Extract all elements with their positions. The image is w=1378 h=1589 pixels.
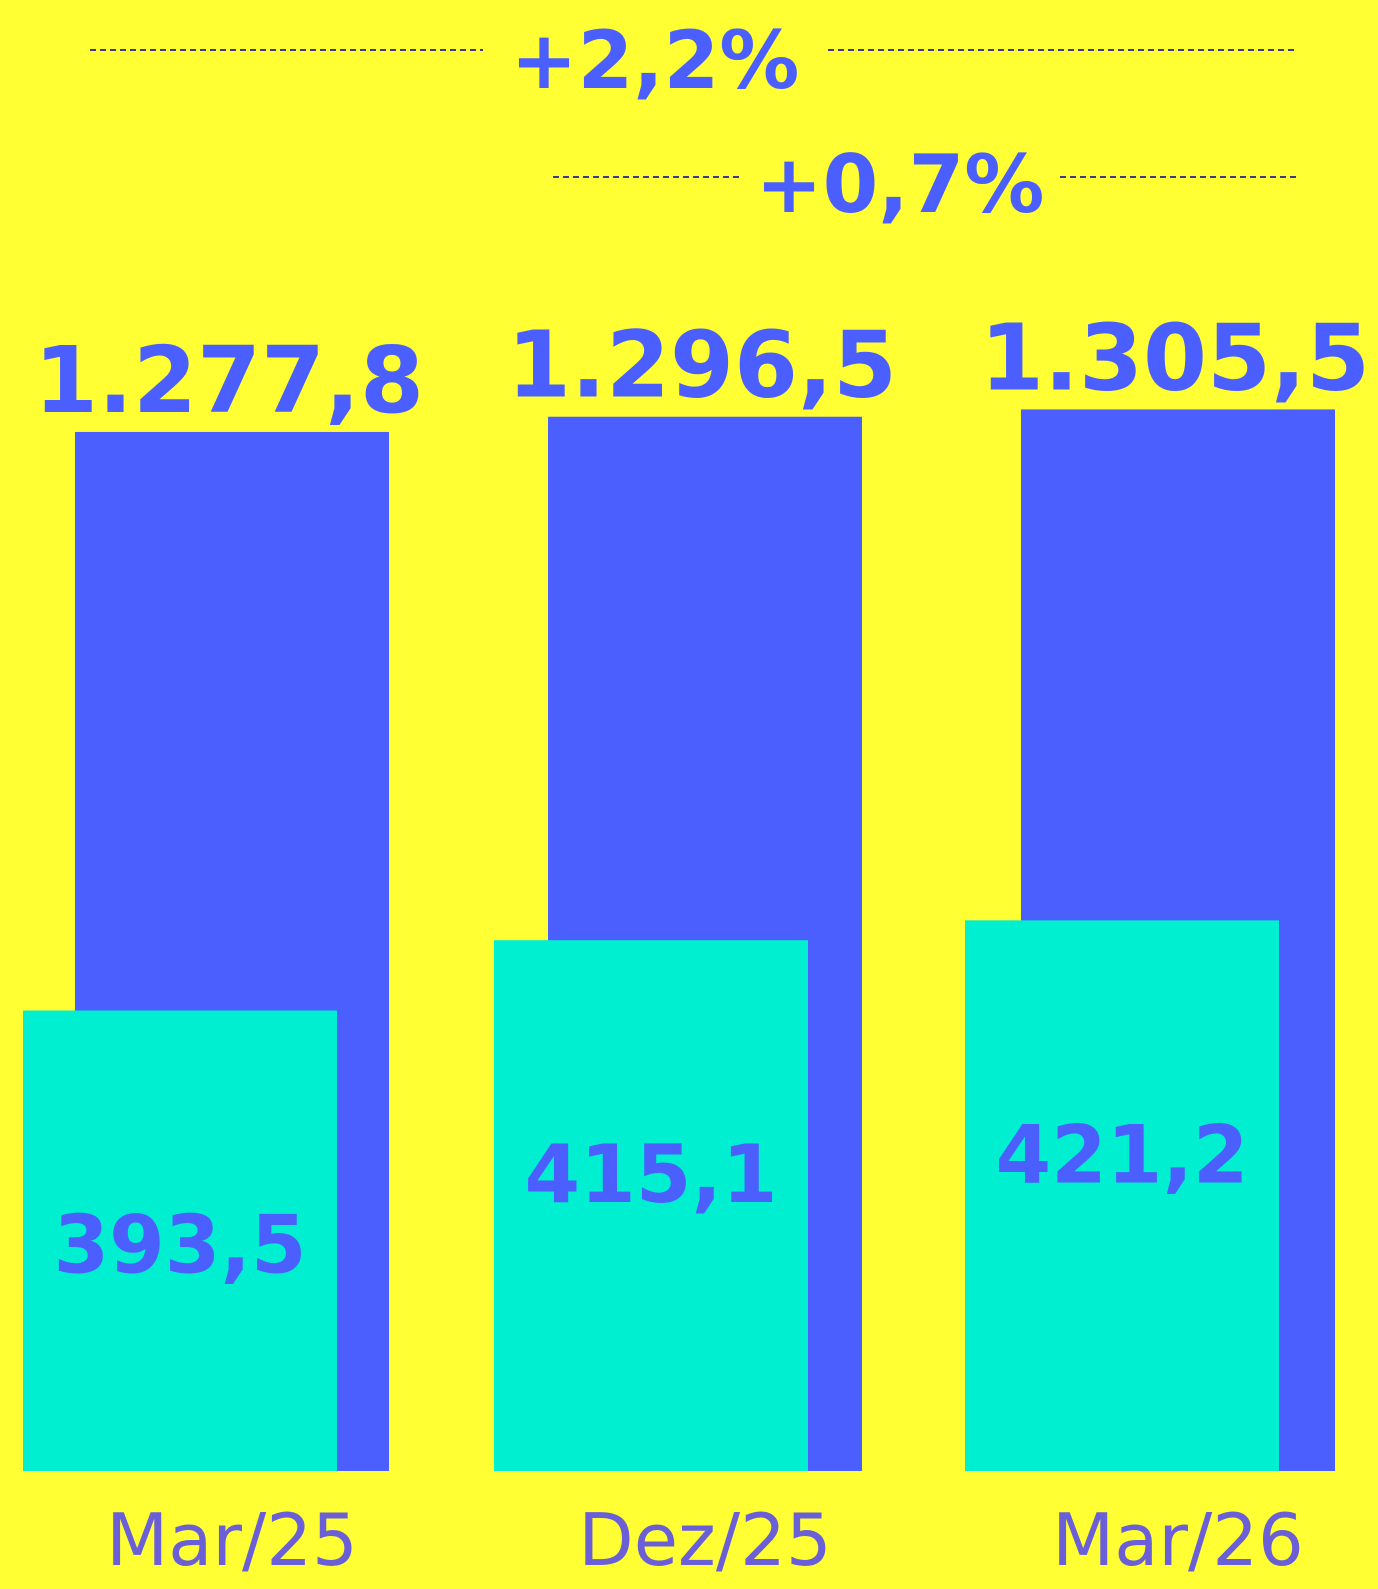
value-label: 393,5 — [53, 1198, 306, 1291]
value-label: 415,1 — [524, 1128, 777, 1221]
bar — [23, 1010, 337, 1471]
annotation: +2,2% — [511, 14, 800, 107]
annotation: +0,7% — [756, 138, 1045, 231]
value-label: 421,2 — [995, 1108, 1248, 1201]
value-label: 1.305,5 — [980, 304, 1370, 411]
x-tick-label: Mar/25 — [106, 1498, 358, 1582]
bar — [494, 940, 808, 1471]
x-tick-label: Mar/26 — [1052, 1498, 1304, 1582]
x-tick-label: Dez/25 — [578, 1498, 831, 1582]
bar — [965, 920, 1279, 1471]
value-label: 1.296,5 — [507, 312, 897, 419]
value-label: 1.277,8 — [34, 327, 424, 434]
